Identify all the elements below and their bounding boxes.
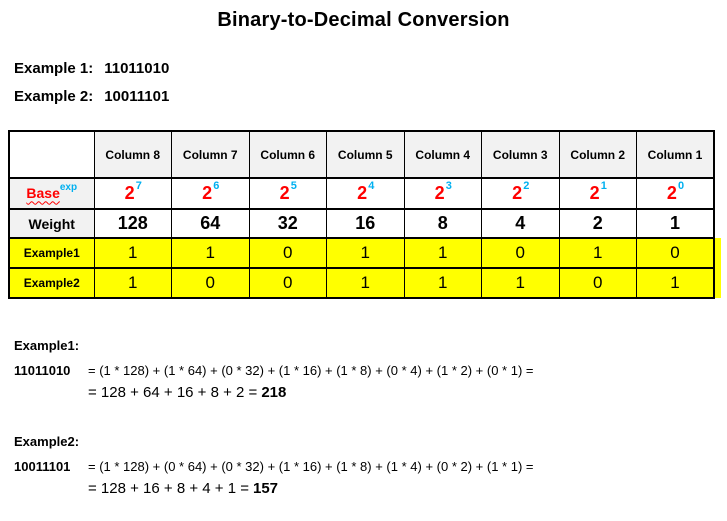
example2-row-label: Example2 bbox=[8, 267, 95, 299]
base-value: 2 bbox=[666, 183, 677, 203]
base-value: 2 bbox=[434, 183, 445, 203]
base-cell: 23 bbox=[403, 177, 482, 210]
intro-example2-label: Example 2: bbox=[14, 88, 94, 105]
bit-cell: 1 bbox=[326, 267, 405, 299]
bit-cell: 1 bbox=[558, 237, 637, 269]
weight-cell: 128 bbox=[93, 208, 172, 239]
working-sum-line: = 128 + 64 + 16 + 8 + 2 = 218 bbox=[88, 384, 714, 401]
bit-cell: 1 bbox=[171, 237, 250, 269]
bit-cell: 1 bbox=[326, 237, 405, 269]
intro-example1-label: Example 1: bbox=[14, 60, 94, 77]
working-sum-line: = 128 + 16 + 8 + 4 + 1 = 157 bbox=[88, 480, 714, 497]
bit-cell: 0 bbox=[248, 267, 327, 299]
page-title: Binary-to-Decimal Conversion bbox=[217, 9, 510, 31]
intro-example1-value: 11011010 bbox=[104, 60, 170, 77]
bit-cell: 0 bbox=[558, 267, 637, 299]
intro-example2-value: 10011101 bbox=[104, 88, 170, 105]
base-label: Base bbox=[26, 184, 60, 201]
bit-cell: 1 bbox=[636, 267, 715, 299]
example1-row: Example1 1 1 0 1 1 0 1 0 bbox=[8, 237, 715, 269]
base-exponent: 1 bbox=[600, 180, 607, 192]
weight-cell: 16 bbox=[326, 208, 405, 239]
base-cell: 24 bbox=[326, 177, 405, 210]
base-exponent: 0 bbox=[677, 180, 685, 192]
working-binary: 11011010 bbox=[14, 363, 71, 378]
corner-cell bbox=[8, 130, 95, 179]
base-row: Baseexp 27 26 25 24 23 22 21 20 bbox=[8, 177, 715, 210]
working-expansion: = (1 * 128) + (0 * 64) + (0 * 32) + (1 *… bbox=[88, 459, 534, 474]
column-header-1: Column 1 bbox=[636, 130, 715, 179]
base-cell: 25 bbox=[248, 177, 327, 210]
base-exponent: 6 bbox=[213, 180, 220, 192]
column-header-8: Column 8 bbox=[93, 130, 172, 179]
base-value: 2 bbox=[512, 183, 523, 203]
intro-example1-line: Example 1: 11011010 bbox=[14, 60, 169, 88]
base-exponent: 2 bbox=[523, 180, 530, 192]
base-value: 2 bbox=[279, 183, 290, 203]
column-header-2: Column 2 bbox=[558, 130, 637, 179]
column-header-7: Column 7 bbox=[171, 130, 250, 179]
conversion-table: Column 8 Column 7 Column 6 Column 5 Colu… bbox=[8, 130, 715, 299]
working-calc-line: 11011010 = (1 * 128) + (1 * 64) + (0 * 3… bbox=[14, 363, 714, 378]
base-cell: 26 bbox=[171, 177, 250, 210]
intro-examples: Example 1: 11011010 Example 2: 10011101 bbox=[14, 60, 169, 116]
bit-cell: 0 bbox=[248, 237, 327, 269]
intro-example2-line: Example 2: 10011101 bbox=[14, 88, 169, 116]
column-header-4: Column 4 bbox=[403, 130, 482, 179]
example2-row: Example2 1 0 0 1 1 1 0 1 bbox=[8, 267, 715, 299]
working-result: 157 bbox=[252, 480, 279, 497]
base-value: 2 bbox=[357, 183, 368, 203]
working-result: 218 bbox=[261, 384, 287, 401]
bit-cell: 1 bbox=[403, 237, 482, 269]
weight-cell: 8 bbox=[403, 208, 482, 239]
bit-cell: 1 bbox=[93, 267, 172, 299]
weight-row-label: Weight bbox=[8, 208, 95, 239]
working-sum: = 128 + 16 + 8 + 4 + 1 = bbox=[88, 480, 249, 497]
base-cell: 21 bbox=[558, 177, 637, 210]
working-binary: 10011101 bbox=[14, 459, 71, 474]
bit-cell: 1 bbox=[93, 237, 172, 269]
base-cell: 22 bbox=[481, 177, 560, 210]
base-value: 2 bbox=[589, 183, 600, 203]
working-sum: = 128 + 64 + 16 + 8 + 2 = bbox=[88, 384, 258, 401]
base-row-label-cell: Baseexp bbox=[8, 177, 95, 210]
base-cell: 27 bbox=[93, 177, 172, 210]
base-exponent: 4 bbox=[368, 180, 375, 192]
column-header-3: Column 3 bbox=[481, 130, 560, 179]
weight-cell: 64 bbox=[171, 208, 250, 239]
bit-cell: 1 bbox=[481, 267, 560, 299]
base-value: 2 bbox=[202, 183, 213, 203]
base-cell: 20 bbox=[636, 177, 715, 210]
weight-row: Weight 128 64 32 16 8 4 2 1 bbox=[8, 208, 715, 239]
example1-row-label: Example1 bbox=[8, 237, 95, 269]
base-value: 2 bbox=[124, 183, 135, 203]
weight-cell: 32 bbox=[248, 208, 327, 239]
bit-cell: 0 bbox=[636, 237, 715, 269]
bit-cell: 0 bbox=[481, 237, 560, 269]
column-header-6: Column 6 bbox=[248, 130, 327, 179]
weight-cell: 2 bbox=[558, 208, 637, 239]
base-exponent: 7 bbox=[135, 180, 142, 192]
base-exponent: 3 bbox=[445, 180, 452, 192]
working-heading: Example1: bbox=[14, 338, 80, 353]
example1-working: Example1: 11011010 = (1 * 128) + (1 * 64… bbox=[14, 338, 714, 401]
column-header-row: Column 8 Column 7 Column 6 Column 5 Colu… bbox=[8, 130, 715, 179]
column-header-5: Column 5 bbox=[326, 130, 405, 179]
working-calc-line: 10011101 = (1 * 128) + (0 * 64) + (0 * 3… bbox=[14, 459, 714, 474]
weight-cell: 1 bbox=[636, 208, 715, 239]
bit-cell: 0 bbox=[171, 267, 250, 299]
example2-working: Example2: 10011101 = (1 * 128) + (0 * 64… bbox=[14, 434, 714, 497]
base-exp-superscript: exp bbox=[59, 181, 78, 193]
working-expansion: = (1 * 128) + (1 * 64) + (0 * 32) + (1 *… bbox=[88, 363, 534, 378]
working-heading: Example2: bbox=[14, 434, 80, 449]
weight-cell: 4 bbox=[481, 208, 560, 239]
base-exponent: 5 bbox=[290, 180, 297, 192]
bit-cell: 1 bbox=[403, 267, 482, 299]
